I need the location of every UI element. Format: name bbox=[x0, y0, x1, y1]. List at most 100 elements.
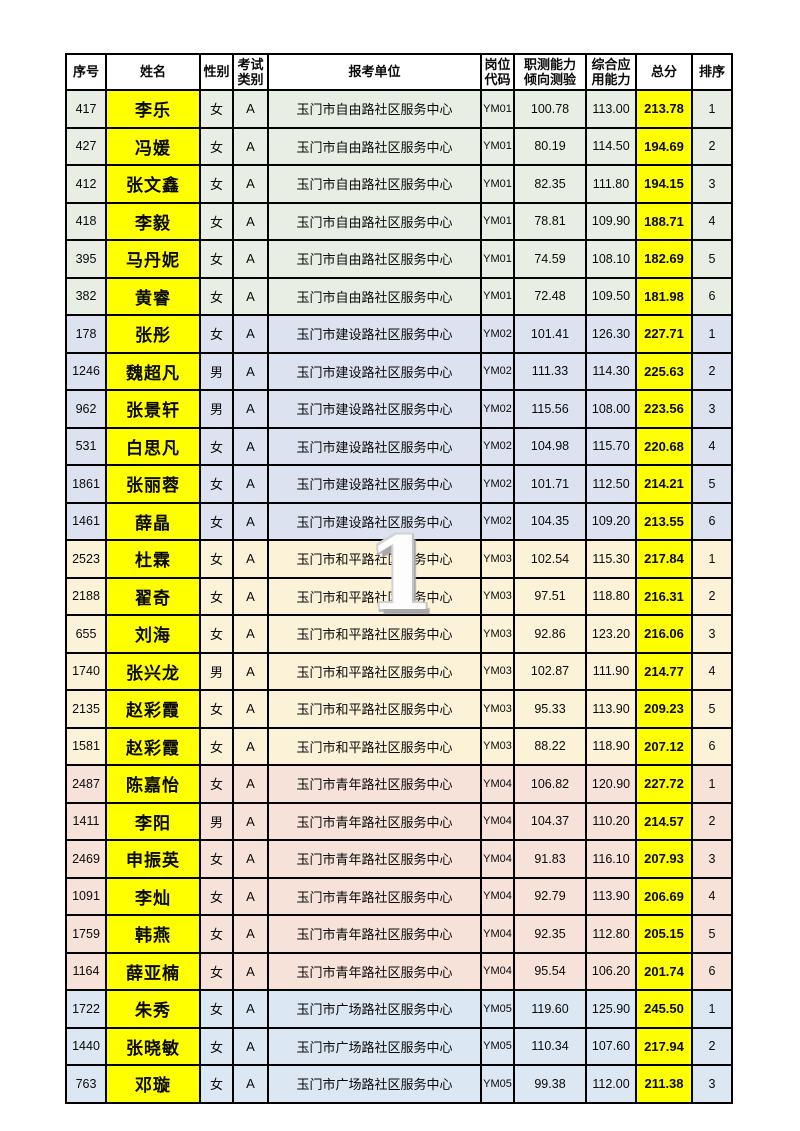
cell-total-score: 213.55 bbox=[635, 501, 693, 541]
cell-name: 张景轩 bbox=[105, 389, 201, 429]
cell-name: 杜霖 bbox=[105, 539, 201, 579]
cell-name: 邓璇 bbox=[105, 1064, 201, 1104]
cell-comprehensive-score: 109.90 bbox=[585, 201, 637, 241]
cell-unit: 玉门市自由路社区服务中心 bbox=[267, 126, 482, 166]
cell-position-code: YM04 bbox=[480, 764, 515, 804]
cell-total-score: 227.71 bbox=[635, 314, 693, 354]
cell-name: 陈嘉怡 bbox=[105, 764, 201, 804]
cell-serial: 395 bbox=[65, 239, 107, 279]
table-row: 2135 赵彩霞女 A 玉门市和平路社区服务中心 YM03 95.33 113.90 209.… bbox=[65, 689, 733, 729]
table-body: 417 李乐女 A 玉门市自由路社区服务中心 YM01 100.78 113.00 213.7… bbox=[65, 89, 733, 1104]
cell-comprehensive-score: 108.10 bbox=[585, 239, 637, 279]
cell-unit: 玉门市建设路社区服务中心 bbox=[267, 501, 482, 541]
cell-total-score: 214.77 bbox=[635, 651, 693, 691]
cell-position-code: YM01 bbox=[480, 239, 515, 279]
cell-position-code: YM02 bbox=[480, 314, 515, 354]
cell-comprehensive-score: 126.30 bbox=[585, 314, 637, 354]
cell-aptitude-score: 101.41 bbox=[513, 314, 587, 354]
table-row: 962 张景轩男 A 玉门市建设路社区服务中心 YM02 115.56 108.00 223.… bbox=[65, 389, 733, 429]
cell-total-score: 207.12 bbox=[635, 726, 693, 766]
cell-position-code: YM02 bbox=[480, 501, 515, 541]
cell-gender: 女 bbox=[199, 1064, 234, 1104]
cell-gender: 女 bbox=[199, 201, 234, 241]
cell-gender: 女 bbox=[199, 276, 234, 316]
cell-position-code: YM03 bbox=[480, 651, 515, 691]
table-row: 417 李乐女 A 玉门市自由路社区服务中心 YM01 100.78 113.00 213.7… bbox=[65, 89, 733, 129]
cell-serial: 2523 bbox=[65, 539, 107, 579]
table-row: 1440 张晓敏女 A 玉门市广场路社区服务中心 YM05 110.34 107.60 217… bbox=[65, 1026, 733, 1066]
cell-unit: 玉门市广场路社区服务中心 bbox=[267, 1026, 482, 1066]
cell-exam-category: A bbox=[232, 651, 269, 691]
cell-total-score: 209.23 bbox=[635, 689, 693, 729]
cell-total-score: 214.21 bbox=[635, 464, 693, 504]
table-row: 1164 薛亚楠女 A 玉门市青年路社区服务中心 YM04 95.54 106.20 201.… bbox=[65, 951, 733, 991]
cell-exam-category: A bbox=[232, 614, 269, 654]
cell-gender: 女 bbox=[199, 426, 234, 466]
cell-gender: 女 bbox=[199, 539, 234, 579]
table-row: 427 冯媛女 A 玉门市自由路社区服务中心 YM01 80.19 114.50 194.69… bbox=[65, 126, 733, 166]
cell-aptitude-score: 119.60 bbox=[513, 989, 587, 1029]
cell-unit: 玉门市和平路社区服务中心 bbox=[267, 539, 482, 579]
cell-rank: 2 bbox=[691, 126, 733, 166]
cell-exam-category: A bbox=[232, 239, 269, 279]
cell-serial: 1164 bbox=[65, 951, 107, 991]
cell-unit: 玉门市和平路社区服务中心 bbox=[267, 614, 482, 654]
cell-exam-category: A bbox=[232, 914, 269, 954]
cell-unit: 玉门市青年路社区服务中心 bbox=[267, 839, 482, 879]
cell-position-code: YM01 bbox=[480, 89, 515, 129]
cell-unit: 玉门市青年路社区服务中心 bbox=[267, 951, 482, 991]
cell-exam-category: A bbox=[232, 764, 269, 804]
cell-position-code: YM01 bbox=[480, 276, 515, 316]
cell-rank: 5 bbox=[691, 914, 733, 954]
cell-aptitude-score: 74.59 bbox=[513, 239, 587, 279]
cell-unit: 玉门市和平路社区服务中心 bbox=[267, 726, 482, 766]
cell-comprehensive-score: 109.50 bbox=[585, 276, 637, 316]
cell-aptitude-score: 104.98 bbox=[513, 426, 587, 466]
cell-exam-category: A bbox=[232, 464, 269, 504]
cell-name: 朱秀 bbox=[105, 989, 201, 1029]
cell-serial: 962 bbox=[65, 389, 107, 429]
cell-total-score: 181.98 bbox=[635, 276, 693, 316]
cell-unit: 玉门市和平路社区服务中心 bbox=[267, 689, 482, 729]
cell-rank: 4 bbox=[691, 651, 733, 691]
cell-name: 张彤 bbox=[105, 314, 201, 354]
cell-rank: 1 bbox=[691, 314, 733, 354]
cell-name: 翟奇 bbox=[105, 576, 201, 616]
cell-comprehensive-score: 115.30 bbox=[585, 539, 637, 579]
cell-name: 李灿 bbox=[105, 876, 201, 916]
cell-name: 马丹妮 bbox=[105, 239, 201, 279]
cell-total-score: 205.15 bbox=[635, 914, 693, 954]
cell-name: 赵彩霞 bbox=[105, 689, 201, 729]
table-row: 412 张文鑫女 A 玉门市自由路社区服务中心 YM01 82.35 111.80 194.1… bbox=[65, 164, 733, 204]
cell-gender: 女 bbox=[199, 839, 234, 879]
cell-comprehensive-score: 112.80 bbox=[585, 914, 637, 954]
cell-comprehensive-score: 118.90 bbox=[585, 726, 637, 766]
cell-serial: 418 bbox=[65, 201, 107, 241]
cell-unit: 玉门市青年路社区服务中心 bbox=[267, 914, 482, 954]
cell-name: 李乐 bbox=[105, 89, 201, 129]
cell-unit: 玉门市自由路社区服务中心 bbox=[267, 164, 482, 204]
cell-comprehensive-score: 115.70 bbox=[585, 426, 637, 466]
cell-exam-category: A bbox=[232, 201, 269, 241]
cell-serial: 1740 bbox=[65, 651, 107, 691]
cell-aptitude-score: 95.33 bbox=[513, 689, 587, 729]
cell-position-code: YM04 bbox=[480, 801, 515, 841]
cell-position-code: YM05 bbox=[480, 989, 515, 1029]
cell-aptitude-score: 106.82 bbox=[513, 764, 587, 804]
cell-rank: 4 bbox=[691, 426, 733, 466]
cell-comprehensive-score: 120.90 bbox=[585, 764, 637, 804]
cell-total-score: 201.74 bbox=[635, 951, 693, 991]
cell-aptitude-score: 92.79 bbox=[513, 876, 587, 916]
cell-name: 韩燕 bbox=[105, 914, 201, 954]
cell-aptitude-score: 102.87 bbox=[513, 651, 587, 691]
table-row: 2523 杜霖女 A 玉门市和平路社区服务中心 YM03 102.54 115.30 217.… bbox=[65, 539, 733, 579]
table-row: 531 白思凡女 A 玉门市建设路社区服务中心 YM02 104.98 115.70 220.… bbox=[65, 426, 733, 466]
cell-exam-category: A bbox=[232, 314, 269, 354]
cell-position-code: YM02 bbox=[480, 389, 515, 429]
cell-unit: 玉门市自由路社区服务中心 bbox=[267, 201, 482, 241]
cell-comprehensive-score: 108.00 bbox=[585, 389, 637, 429]
cell-position-code: YM01 bbox=[480, 126, 515, 166]
cell-gender: 女 bbox=[199, 951, 234, 991]
table-row: 2487 陈嘉怡女 A 玉门市青年路社区服务中心 YM04 106.82 120.90 227… bbox=[65, 764, 733, 804]
cell-aptitude-score: 82.35 bbox=[513, 164, 587, 204]
